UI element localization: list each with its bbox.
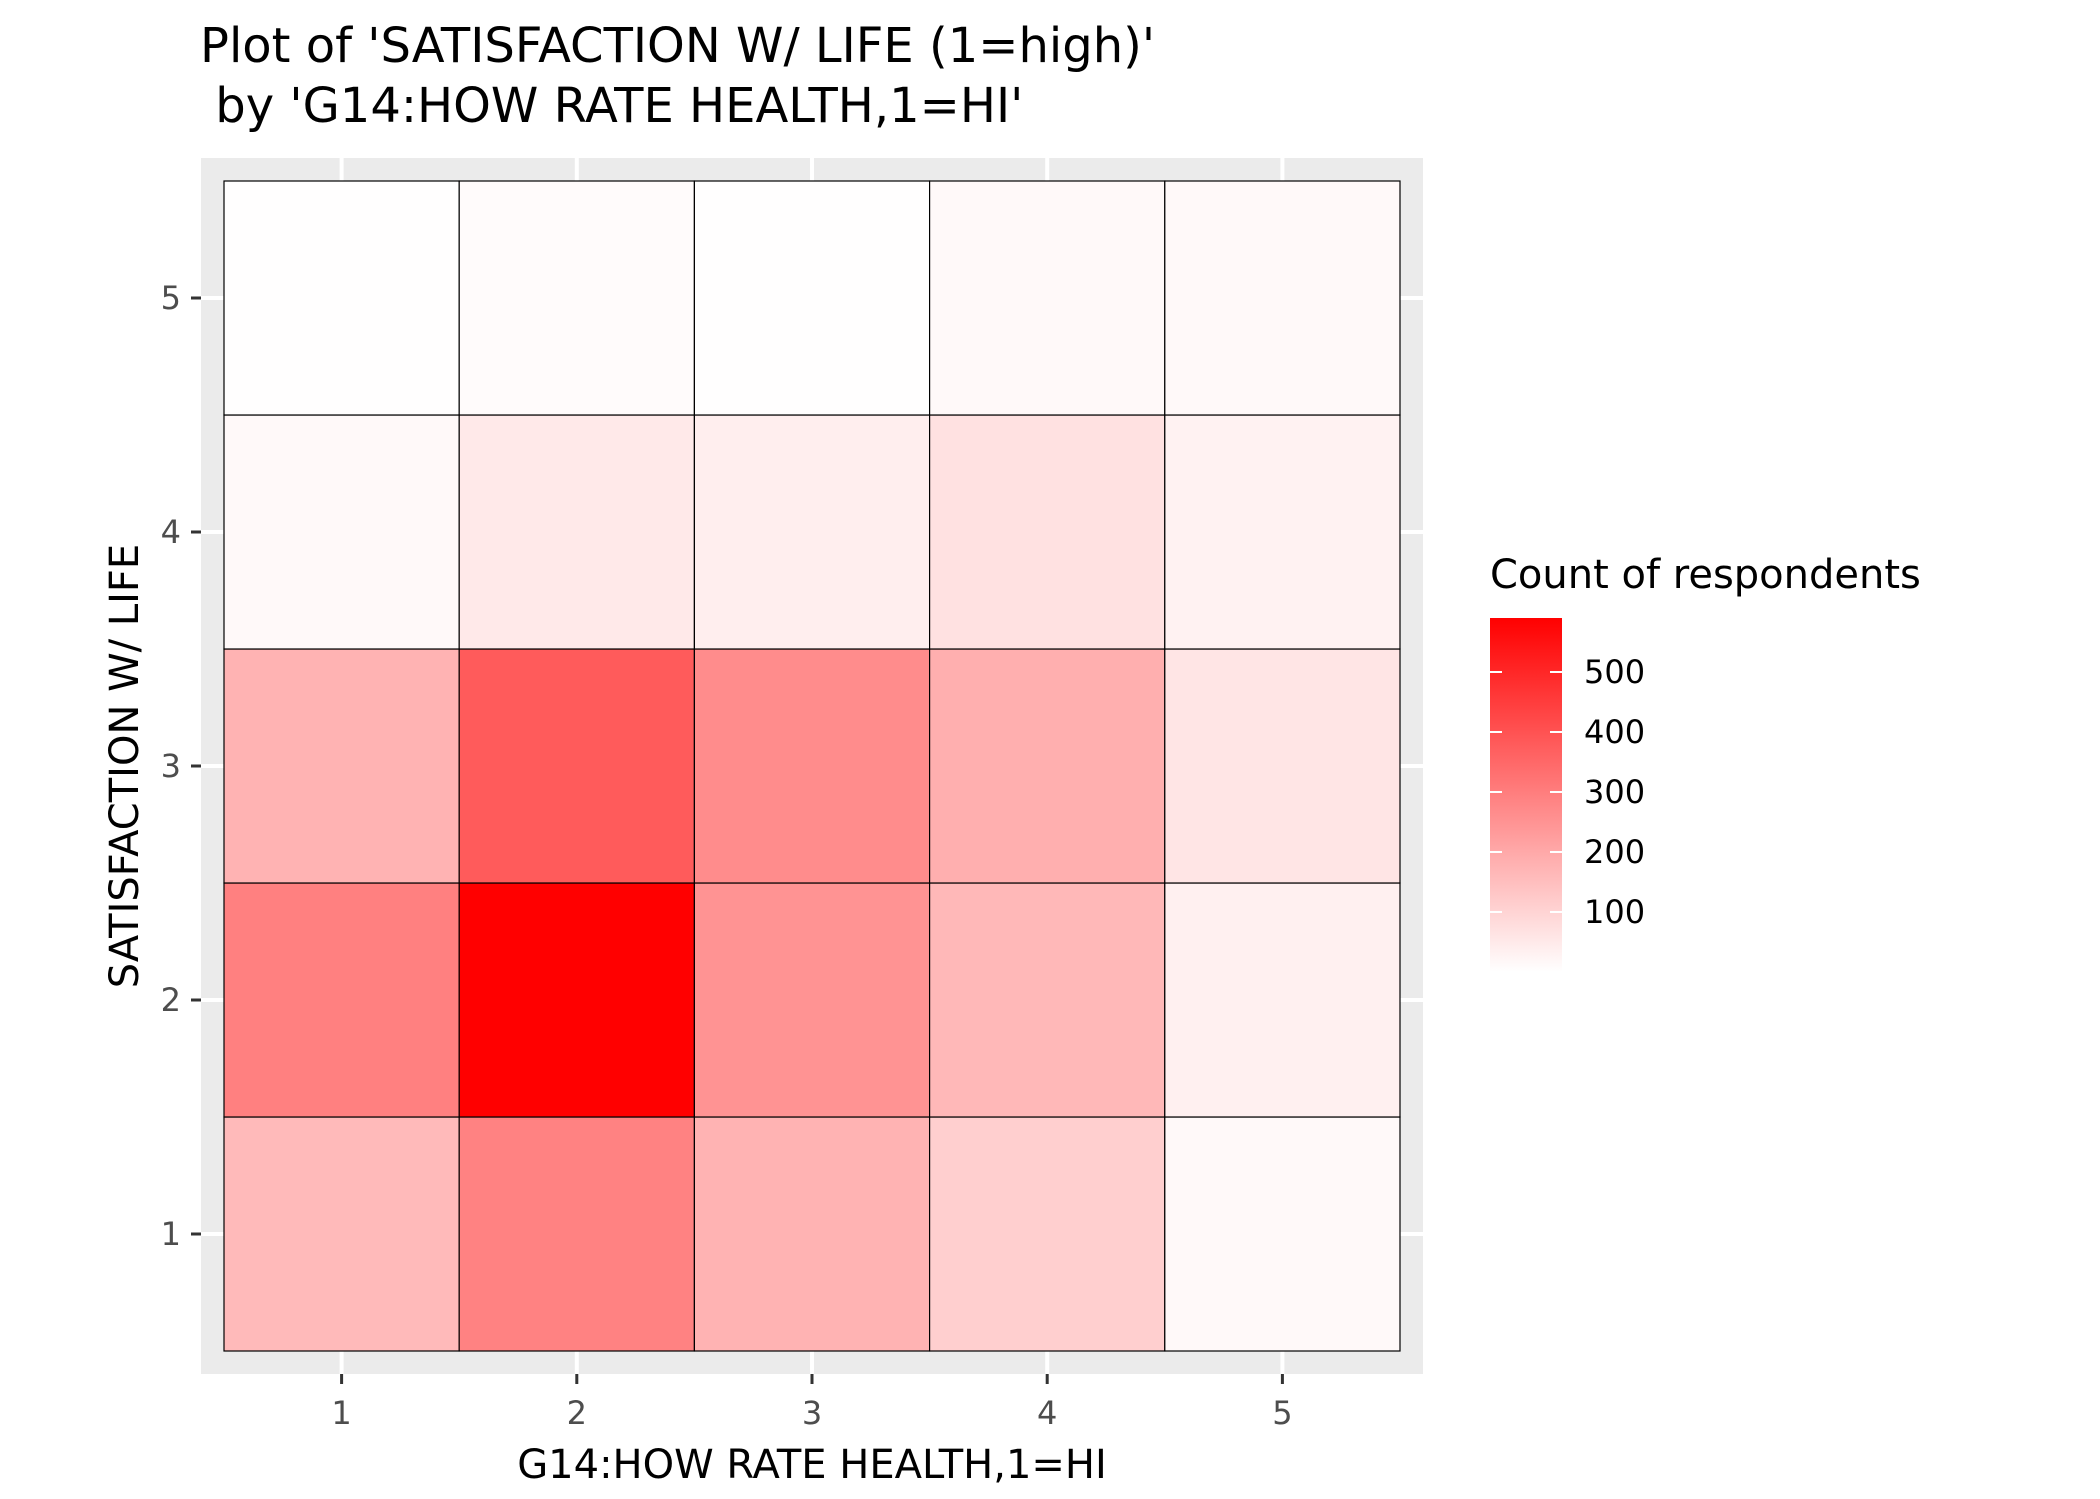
legend-tick-label: 200: [1584, 833, 1645, 871]
chart-title: Plot of 'SATISFACTION W/ LIFE (1=high)' …: [200, 18, 1155, 134]
axes: 1 2 3 4 5 1 2 3 4 5: [161, 279, 1293, 1432]
x-tick-label: 4: [1037, 1394, 1057, 1432]
heatmap-cell-x5-y5: [1164, 180, 1401, 416]
heatmap-cell-x4-y3: [928, 648, 1166, 884]
heatmap-cell-x3-y5: [693, 180, 931, 416]
chart-title-line-1: Plot of 'SATISFACTION W/ LIFE (1=high)': [200, 18, 1155, 74]
legend-tick-label: 500: [1584, 653, 1645, 691]
heatmap-cell-x5-y1: [1164, 1116, 1401, 1352]
heatmap-cell-x2-y2: [458, 882, 696, 1118]
heatmap-cell-x4-y4: [928, 414, 1166, 650]
x-tick-label: 1: [331, 1394, 351, 1432]
x-tick-label: 5: [1272, 1394, 1292, 1432]
heatmap-cell-x3-y3: [693, 648, 931, 884]
heatmap-cell-x1-y1: [223, 1116, 460, 1352]
heatmap-cells: [223, 180, 1401, 1352]
y-tick-label: 2: [161, 981, 181, 1019]
y-tick-label: 4: [161, 513, 181, 551]
heatmap-cell-x4-y1: [928, 1116, 1166, 1352]
x-tick-label: 2: [567, 1394, 587, 1432]
heatmap-cell-x5-y4: [1164, 414, 1401, 650]
legend-ticks: 100 200 300 400 500: [1490, 653, 1645, 931]
x-tick-label: 3: [802, 1394, 822, 1432]
y-axis-title: SATISFACTION W/ LIFE: [102, 544, 148, 988]
legend-tick-label: 100: [1584, 893, 1645, 931]
legend-tick-label: 400: [1584, 713, 1645, 751]
y-tick-label: 5: [161, 279, 181, 317]
heatmap-cell-x4-y5: [928, 180, 1166, 416]
y-tick-label: 3: [161, 747, 181, 785]
heatmap-cell-x1-y5: [223, 180, 460, 416]
heatmap-cell-x3-y2: [693, 882, 931, 1118]
heatmap-cell-x3-y1: [693, 1116, 931, 1352]
heatmap-cell-x2-y3: [458, 648, 696, 884]
legend-title: Count of respondents: [1490, 552, 1921, 598]
heatmap-cell-x2-y4: [458, 414, 696, 650]
chart-title-line-2: by 'G14:HOW RATE HEALTH,1=HI': [200, 78, 1023, 134]
legend: Count of respondents 100 200 300 400 500: [1490, 552, 1921, 972]
x-axis-title: G14:HOW RATE HEALTH,1=HI: [517, 1442, 1107, 1488]
y-tick-label: 1: [161, 1215, 181, 1253]
heatmap-cell-x1-y2: [223, 882, 460, 1118]
heatmap-cell-x2-y5: [458, 180, 696, 416]
heatmap-cell-x5-y3: [1164, 648, 1401, 884]
heatmap-cell-x4-y2: [928, 882, 1166, 1118]
heatmap-cell-x5-y2: [1164, 882, 1401, 1118]
heatmap-cell-x1-y3: [223, 648, 460, 884]
heatmap-cell-x3-y4: [693, 414, 931, 650]
heatmap-cell-x2-y1: [458, 1116, 696, 1352]
legend-tick-label: 300: [1584, 773, 1645, 811]
heatmap-cell-x1-y4: [223, 414, 460, 650]
